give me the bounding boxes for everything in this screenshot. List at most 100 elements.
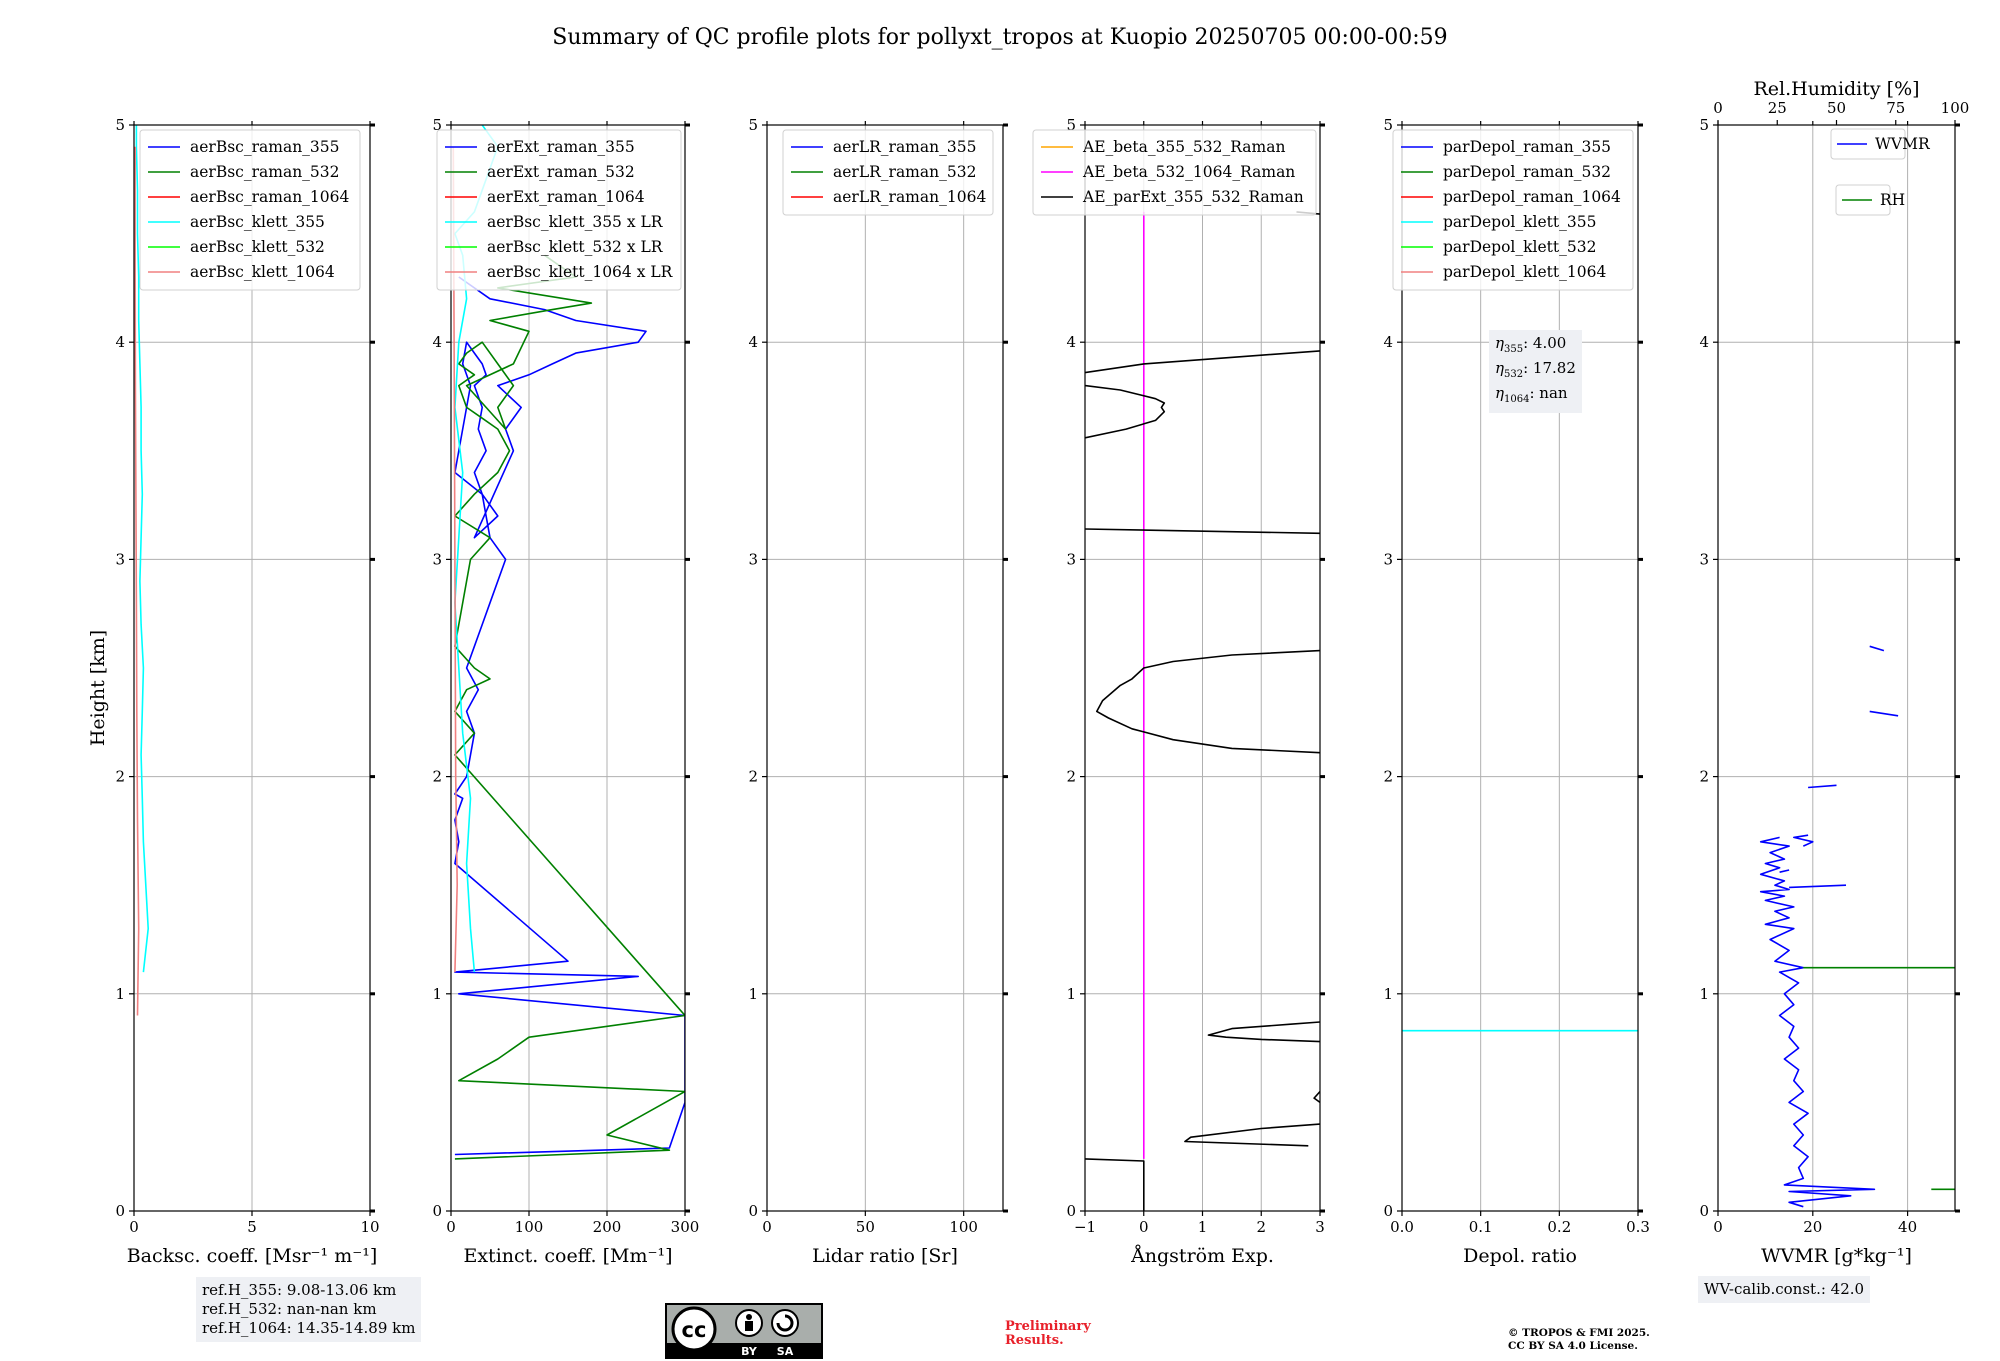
panel-5: 0.0 0.1 0.2 0.3 0 1 2 3 4 5 Depol. ratio parDepol_r… xyxy=(1383,116,1649,1267)
x-tick-label: 10 xyxy=(360,1218,379,1236)
x-tick-label: 20 xyxy=(1803,1218,1822,1236)
x-tick-label: 100 xyxy=(515,1218,544,1236)
y-tick-label: 2 xyxy=(1383,768,1393,786)
x-axis-label: Ångström Exp. xyxy=(1130,1245,1274,1267)
y-tick-label: 0 xyxy=(115,1202,125,1220)
legend-entry: AE_beta_355_532_Raman xyxy=(1082,138,1285,156)
y-tick-label: 2 xyxy=(432,768,442,786)
y-tick-label: 5 xyxy=(1699,116,1709,134)
legend-entry: RH xyxy=(1880,191,1905,209)
legend-entry: WVMR xyxy=(1875,135,1931,153)
eta-1064: η1064: nan xyxy=(1495,384,1568,405)
axes-frame xyxy=(1401,124,1639,1212)
x-tick-label: 50 xyxy=(856,1218,875,1236)
legend-entry: AE_parExt_355_532_Raman xyxy=(1082,188,1304,206)
x-axis-label: Backsc. coeff. [Msr⁻¹ m⁻¹] xyxy=(127,1245,378,1267)
y-tick-label: 5 xyxy=(115,116,125,134)
eta-355: η355: 4.00 xyxy=(1495,334,1567,355)
y-tick-label: 2 xyxy=(1066,768,1076,786)
x-tick-label: 0.2 xyxy=(1547,1218,1571,1236)
series-line-ae-parext-355-532-raman xyxy=(1085,384,1166,439)
x-tick-label: 2 xyxy=(1256,1218,1266,1236)
legend-entry: AE_beta_532_1064_Raman xyxy=(1082,163,1295,181)
series-line-ae-parext-355-532-raman xyxy=(1096,649,1320,754)
x2-tick-label: 100 xyxy=(1941,99,1970,117)
ref-h-1064: ref.H_1064: 14.35-14.89 km xyxy=(202,1319,416,1337)
x-tick-label: 0 xyxy=(446,1218,456,1236)
legend-entry: aerBsc_klett_532 x LR xyxy=(487,238,664,256)
axes-frame xyxy=(1717,124,1956,1212)
legend-entry: aerExt_raman_532 xyxy=(487,163,635,181)
legend-entry: aerExt_raman_355 xyxy=(487,138,635,156)
panel-6: 0 20 40 0 1 2 3 4 5 WVMR [g*kg⁻¹] 0 25 50 75 100 Rel.Hu… xyxy=(1699,78,1969,1267)
x-tick-label: 0 xyxy=(762,1218,772,1236)
legend-box xyxy=(1032,129,1317,216)
y-axis-label: Height [km] xyxy=(87,630,109,746)
legend-box xyxy=(436,129,682,291)
y-tick-label: 1 xyxy=(1383,985,1393,1003)
y-tick-label: 1 xyxy=(432,985,442,1003)
y-tick-label: 3 xyxy=(1383,550,1393,568)
y-tick-label: 3 xyxy=(748,550,758,568)
x-tick-label: 0.0 xyxy=(1390,1218,1414,1236)
series-line-ae-parext-355-532-raman xyxy=(1207,1021,1320,1043)
panel-1: 0 5 10 0 1 2 3 4 5 Backsc. coeff. [Msr⁻¹ m⁻¹] aerB… xyxy=(115,116,379,1267)
legend-box xyxy=(782,129,994,216)
legend-entry: aerBsc_klett_1064 xyxy=(190,263,335,281)
x-axis-label: Lidar ratio [Sr] xyxy=(812,1245,958,1267)
x2-tick-label: 0 xyxy=(1713,99,1723,117)
x-tick-label: 3 xyxy=(1315,1218,1325,1236)
x-tick-label: 0 xyxy=(1713,1218,1723,1236)
series-line-aerbsc-klett-1064 xyxy=(134,146,140,1016)
license-by-label: BY xyxy=(741,1345,758,1357)
x-tick-label: 0 xyxy=(129,1218,139,1236)
legend-entry: aerLR_raman_1064 xyxy=(833,188,986,206)
series-line-ae-parext-355-532-raman xyxy=(1085,528,1320,535)
y-tick-label: 2 xyxy=(1699,768,1709,786)
legend-entry: aerLR_raman_532 xyxy=(833,163,976,181)
x-tick-label: 5 xyxy=(247,1218,257,1236)
series-line-ae-parext-355-532-raman xyxy=(1184,1123,1320,1147)
series-line-wvmr xyxy=(1793,834,1814,847)
x-tick-label: 0.1 xyxy=(1469,1218,1493,1236)
y-tick-label: 5 xyxy=(1066,116,1076,134)
legend-entry: aerExt_raman_1064 xyxy=(487,188,645,206)
x-tick-label: 40 xyxy=(1898,1218,1917,1236)
legend-entry: aerLR_raman_355 xyxy=(833,138,976,156)
x2-tick-label: 25 xyxy=(1768,99,1787,117)
y-tick-label: 4 xyxy=(748,333,758,351)
cc-icon xyxy=(671,1306,717,1352)
x-tick-label: 0.3 xyxy=(1626,1218,1650,1236)
cc-license-icons: cc BY SA xyxy=(667,1306,821,1358)
reference-height-box: ref.H_355: 9.08-13.06 km ref.H_532: nan-… xyxy=(196,1277,422,1342)
y-tick-label: 1 xyxy=(1699,985,1709,1003)
cc-logo-text: cc xyxy=(682,1318,707,1342)
y-tick-label: 3 xyxy=(432,550,442,568)
series-line-aerbsc-klett-1064-x-lr xyxy=(452,146,459,973)
series-line-aerext-raman-532 xyxy=(454,254,685,1160)
legend-entry: aerBsc_klett_1064 x LR xyxy=(487,263,674,281)
x-tick-label: 1 xyxy=(1198,1218,1208,1236)
x2-tick-label: 75 xyxy=(1886,99,1905,117)
panel-2: 0 100 200 300 0 1 2 3 4 5 Extinct. coeff. [Mm⁻¹] ae… xyxy=(432,116,699,1267)
y-tick-label: 5 xyxy=(1383,116,1393,134)
x-tick-label: 200 xyxy=(593,1218,622,1236)
depol-eta-box: η355: 4.00 η532: 17.82 η1064: nan xyxy=(1489,330,1582,413)
eta-532: η532: 17.82 xyxy=(1495,359,1576,380)
x2-axis-label: Rel.Humidity [%] xyxy=(1753,78,1919,100)
y-tick-label: 1 xyxy=(1066,985,1076,1003)
ref-h-355: ref.H_355: 9.08-13.06 km xyxy=(202,1281,397,1299)
y-tick-label: 4 xyxy=(1699,333,1709,351)
x-tick-label: 300 xyxy=(671,1218,700,1236)
cc-by-sa-license-badge: cc BY SA xyxy=(665,1303,823,1359)
license-sa-label: SA xyxy=(777,1345,794,1357)
y-tick-label: 5 xyxy=(748,116,758,134)
y-tick-label: 4 xyxy=(432,333,442,351)
x-axis-label: Extinct. coeff. [Mm⁻¹] xyxy=(463,1245,672,1267)
series-line-ae-parext-355-532-raman xyxy=(1085,350,1320,374)
panel-3: 0 50 100 0 1 2 3 4 5 Lidar ratio [Sr] aerLR_raman_… xyxy=(748,116,1008,1267)
y-tick-label: 2 xyxy=(748,768,758,786)
y-tick-label: 0 xyxy=(1066,1202,1076,1220)
